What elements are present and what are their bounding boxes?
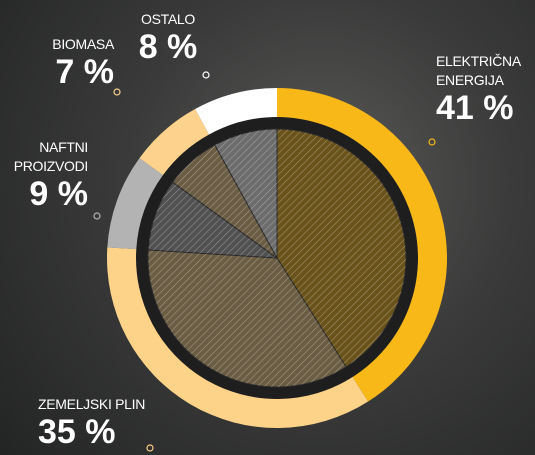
value-label: 9 % xyxy=(29,175,88,213)
inner-hatch xyxy=(148,182,277,258)
category-name: OSTALO xyxy=(141,11,195,27)
inner-hatch xyxy=(214,129,277,258)
leader-dot xyxy=(146,444,154,452)
label: OSTALO 8 % xyxy=(118,10,218,65)
donut-segment xyxy=(277,88,448,402)
donut-segment xyxy=(107,158,163,250)
leader-dot xyxy=(113,88,121,96)
leader-dot xyxy=(93,212,101,220)
label: NAFTNI PROIZVODI 9 % xyxy=(2,138,89,213)
category-name: BIOMASA xyxy=(52,36,114,52)
inner-hatch xyxy=(172,144,277,258)
value-label: 7 % xyxy=(55,53,114,91)
donut-segment xyxy=(139,109,210,176)
leader-dot xyxy=(202,71,210,79)
label: ELEKTRIČNA ENERGIJA 41 % xyxy=(436,52,535,126)
value-label: 8 % xyxy=(138,28,198,66)
category-name: ZEMELJSKI PLIN xyxy=(38,396,146,412)
inner-hatch xyxy=(147,249,347,388)
value-label: 35 % xyxy=(38,413,116,451)
category-name: ELEKTRIČNA ENERGIJA xyxy=(436,53,521,88)
category-name: NAFTNI PROIZVODI xyxy=(13,139,89,174)
label: BIOMASA 7 % xyxy=(2,35,114,90)
label: ZEMELJSKI PLIN 35 % xyxy=(38,395,198,450)
value-label: 41 % xyxy=(436,89,514,127)
leader-dot xyxy=(428,138,436,146)
donut-segment xyxy=(195,88,277,135)
inner-hatch xyxy=(277,129,406,367)
donut-segment xyxy=(107,247,369,428)
